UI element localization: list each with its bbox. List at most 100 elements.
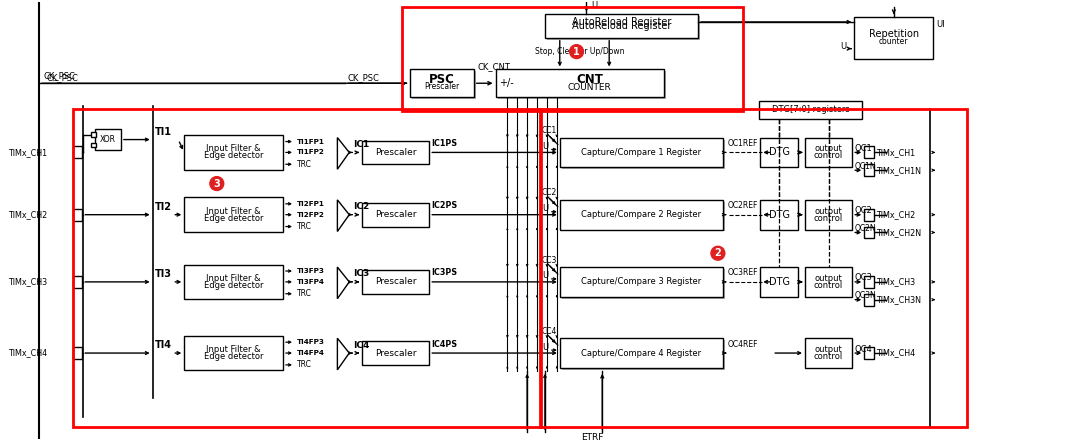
Text: COUNTER: COUNTER <box>568 83 611 92</box>
Text: TI3FP3: TI3FP3 <box>297 268 325 274</box>
Text: Prescaler: Prescaler <box>375 148 417 157</box>
Text: DTG: DTG <box>769 210 789 220</box>
Text: CK_PSC: CK_PSC <box>348 73 379 82</box>
Circle shape <box>711 246 725 260</box>
Bar <box>362 203 430 227</box>
Text: CC3I: CC3I <box>542 255 559 265</box>
Bar <box>185 336 283 370</box>
Text: TI1FP1: TI1FP1 <box>297 138 325 145</box>
Text: Input Filter &: Input Filter & <box>206 207 261 216</box>
Text: CC2I: CC2I <box>542 188 559 198</box>
Text: U: U <box>542 271 549 281</box>
Text: output: output <box>814 274 842 283</box>
Bar <box>73 209 82 221</box>
Text: Capture/Compare 1 Register: Capture/Compare 1 Register <box>581 148 701 157</box>
Text: TI2: TI2 <box>154 202 172 212</box>
Text: control: control <box>814 213 843 223</box>
Text: OC2: OC2 <box>854 206 872 215</box>
Bar <box>92 132 96 137</box>
Bar <box>559 137 723 167</box>
Text: Edge detector: Edge detector <box>204 281 264 290</box>
Bar <box>411 71 476 99</box>
Text: 3: 3 <box>214 179 220 189</box>
Text: IC3: IC3 <box>353 270 369 278</box>
Text: U: U <box>592 0 597 10</box>
Text: OC2N: OC2N <box>854 224 876 233</box>
Text: Input Filter &: Input Filter & <box>206 274 261 283</box>
Text: OC4: OC4 <box>854 345 872 354</box>
Text: TIMx_CH3: TIMx_CH3 <box>9 278 48 286</box>
Text: 2: 2 <box>715 248 721 258</box>
Text: TI1FP2: TI1FP2 <box>297 149 325 156</box>
Text: TI4: TI4 <box>154 340 172 350</box>
Bar <box>540 109 967 427</box>
Text: TI2FP2: TI2FP2 <box>297 212 325 217</box>
Text: TRC: TRC <box>297 289 312 298</box>
Bar <box>760 137 798 167</box>
Bar <box>760 200 798 229</box>
Bar <box>864 209 874 221</box>
Bar <box>185 198 283 232</box>
Text: OC3REF: OC3REF <box>728 268 758 278</box>
Bar <box>805 200 852 229</box>
Bar <box>559 200 723 229</box>
Bar <box>362 341 430 365</box>
Text: AutoReload Register: AutoReload Register <box>571 21 672 31</box>
Text: OC1: OC1 <box>854 144 872 153</box>
Text: TIMx_CH1N: TIMx_CH1N <box>876 166 921 175</box>
Text: TI1: TI1 <box>154 127 172 137</box>
Bar <box>73 347 82 359</box>
Bar <box>185 265 283 299</box>
Text: TI3: TI3 <box>154 269 172 279</box>
Text: TRC: TRC <box>297 222 312 231</box>
Text: TIMx_CH3N: TIMx_CH3N <box>876 295 921 304</box>
Text: PSC: PSC <box>429 73 455 86</box>
Text: OC3N: OC3N <box>854 291 876 300</box>
Text: CC4I: CC4I <box>542 327 559 336</box>
Text: ETRF: ETRF <box>581 433 604 442</box>
Text: IC4: IC4 <box>353 341 369 350</box>
Text: CNT: CNT <box>576 73 603 86</box>
Text: Capture/Compare 4 Register: Capture/Compare 4 Register <box>581 349 701 358</box>
Text: TI4FP3: TI4FP3 <box>297 339 325 345</box>
Text: Edge detector: Edge detector <box>204 151 264 160</box>
Text: Stop, Clear or Up/Down: Stop, Clear or Up/Down <box>535 47 624 56</box>
Text: Edge detector: Edge detector <box>204 352 264 361</box>
Text: Capture/Compare 3 Register: Capture/Compare 3 Register <box>581 278 701 286</box>
Text: TRC: TRC <box>297 360 312 370</box>
Text: Capture/Compare 2 Register: Capture/Compare 2 Register <box>581 210 701 219</box>
Text: counter: counter <box>879 37 908 46</box>
Bar <box>562 140 725 169</box>
Bar <box>559 267 723 297</box>
Text: CK_PSC: CK_PSC <box>46 73 79 82</box>
Text: Edge detector: Edge detector <box>204 213 264 223</box>
Circle shape <box>569 45 583 58</box>
Bar <box>498 71 665 99</box>
Text: Prescaler: Prescaler <box>375 278 417 286</box>
Text: AutoReload Register: AutoReload Register <box>571 17 672 27</box>
Bar <box>559 338 723 368</box>
Text: TIMx_CH2: TIMx_CH2 <box>9 210 48 219</box>
Bar <box>409 69 474 97</box>
Bar <box>402 7 743 111</box>
Bar <box>72 109 541 427</box>
Text: DTG: DTG <box>769 148 789 157</box>
Text: Prescaler: Prescaler <box>375 349 417 358</box>
Text: TIMx_CH1: TIMx_CH1 <box>876 148 915 157</box>
Text: U: U <box>840 42 847 51</box>
Bar <box>95 129 121 150</box>
Text: OC1REF: OC1REF <box>728 139 758 148</box>
Bar <box>864 146 874 158</box>
Bar <box>362 270 430 294</box>
Text: output: output <box>814 345 842 354</box>
Circle shape <box>210 177 224 191</box>
Text: 1: 1 <box>573 46 580 57</box>
Text: control: control <box>814 352 843 361</box>
Text: IC2: IC2 <box>353 202 369 211</box>
Bar <box>92 142 96 148</box>
Bar <box>864 294 874 305</box>
Bar <box>864 164 874 176</box>
Text: DTG[7:0] registers: DTG[7:0] registers <box>772 106 850 114</box>
Text: output: output <box>814 145 842 153</box>
Text: IC4PS: IC4PS <box>431 339 458 349</box>
